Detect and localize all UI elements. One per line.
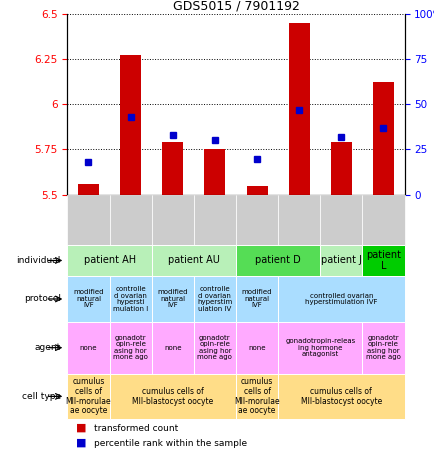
Text: transformed count: transformed count	[93, 424, 178, 433]
Text: patient D: patient D	[255, 255, 300, 265]
Text: protocol: protocol	[24, 294, 61, 304]
Text: patient AH: patient AH	[83, 255, 135, 265]
Text: modified
natural
IVF: modified natural IVF	[157, 289, 187, 308]
Text: cumulus
cells of
MII-morulae
ae oocyte: cumulus cells of MII-morulae ae oocyte	[66, 377, 111, 415]
Text: ■: ■	[76, 438, 86, 448]
Text: cumulus cells of
MII-blastocyst oocyte: cumulus cells of MII-blastocyst oocyte	[300, 387, 381, 406]
Bar	[120, 55, 141, 195]
Text: gonadotropin-releas
ing hormone
antagonist: gonadotropin-releas ing hormone antagoni…	[285, 338, 355, 357]
Title: GDS5015 / 7901192: GDS5015 / 7901192	[172, 0, 299, 12]
Text: cumulus cells of
MII-blastocyst oocyte: cumulus cells of MII-blastocyst oocyte	[132, 387, 213, 406]
Text: none: none	[164, 345, 181, 351]
Text: controlle
d ovarian
hypersti
mulation I: controlle d ovarian hypersti mulation I	[113, 286, 148, 312]
Text: modified
natural
IVF: modified natural IVF	[241, 289, 272, 308]
Text: gonadotr
opin-rele
asing hor
mone ago: gonadotr opin-rele asing hor mone ago	[113, 335, 148, 361]
Text: percentile rank within the sample: percentile rank within the sample	[93, 439, 246, 448]
Bar	[204, 149, 225, 195]
Text: gonadotr
opin-rele
asing hor
mone ago: gonadotr opin-rele asing hor mone ago	[197, 335, 232, 361]
Bar	[78, 184, 99, 195]
Text: patient AU: patient AU	[168, 255, 219, 265]
Text: agent: agent	[35, 343, 61, 352]
Bar	[162, 142, 183, 195]
Bar	[246, 186, 267, 195]
Text: controlle
d ovarian
hyperstim
ulation IV: controlle d ovarian hyperstim ulation IV	[197, 286, 232, 312]
Text: patient J: patient J	[320, 255, 361, 265]
Bar	[330, 142, 351, 195]
Text: individual: individual	[16, 256, 61, 265]
Text: ■: ■	[76, 423, 86, 433]
Text: patient
L: patient L	[365, 250, 400, 271]
Text: gonadotr
opin-rele
asing hor
mone ago: gonadotr opin-rele asing hor mone ago	[365, 335, 400, 361]
Text: cumulus
cells of
MII-morulae
ae oocyte: cumulus cells of MII-morulae ae oocyte	[233, 377, 279, 415]
Bar	[288, 23, 309, 195]
Text: none: none	[79, 345, 97, 351]
Text: cell type: cell type	[22, 392, 61, 401]
Text: controlled ovarian
hyperstimulation IVF: controlled ovarian hyperstimulation IVF	[304, 293, 377, 305]
Text: none: none	[248, 345, 265, 351]
Bar	[372, 82, 393, 195]
Text: modified
natural
IVF: modified natural IVF	[73, 289, 103, 308]
